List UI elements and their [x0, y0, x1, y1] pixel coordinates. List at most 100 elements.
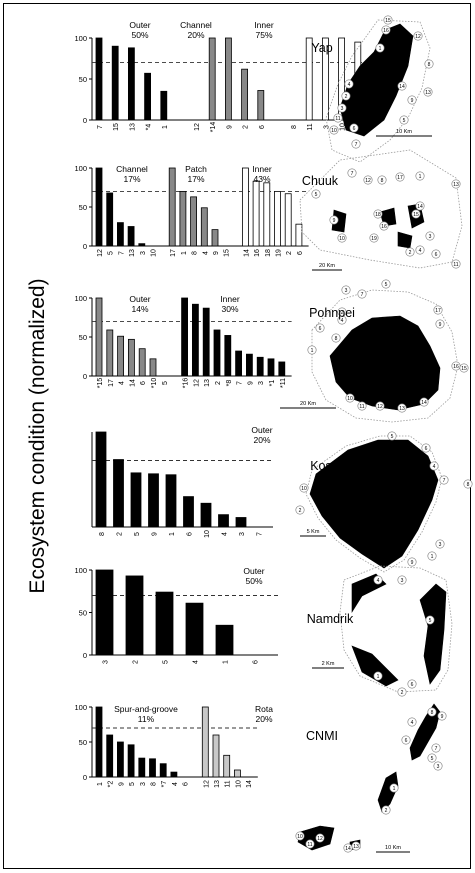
site-marker-14: 14 [397, 81, 407, 91]
site-marker-2: 2 [405, 247, 415, 257]
x-tick-label: *4 [146, 124, 153, 131]
site-marker-6: 6 [349, 123, 359, 133]
x-tick-label: 2 [243, 125, 250, 129]
site-marker-4: 4 [429, 461, 439, 471]
map-title: Kosrae [310, 459, 350, 473]
x-tick-label: 17 [170, 249, 177, 257]
x-tick-label: *8 [226, 380, 233, 387]
svg-text:8: 8 [335, 336, 338, 342]
reef-outline [311, 289, 459, 423]
site-marker-14: 14 [415, 201, 425, 211]
site-marker-3: 3 [337, 103, 347, 113]
site-marker-2: 2 [341, 91, 351, 101]
svg-text:3: 3 [345, 288, 348, 294]
svg-text:5: 5 [429, 618, 432, 624]
site-marker-5: 5 [427, 753, 437, 763]
bar-12 [201, 706, 209, 778]
svg-text:11: 11 [307, 842, 312, 848]
site-marker-1: 1 [307, 345, 317, 355]
group-label: 50% [245, 576, 262, 586]
bar-3 [321, 37, 329, 121]
x-tick-label: 12 [193, 379, 200, 387]
site-marker-7: 7 [351, 139, 361, 149]
svg-text:18: 18 [375, 212, 381, 218]
group-label: 14% [131, 304, 148, 314]
svg-text:10: 10 [347, 396, 353, 402]
island-landmass [309, 439, 439, 569]
bar-9 [148, 473, 159, 528]
y-tick-label: 0 [83, 372, 87, 381]
bar-1 [179, 190, 187, 247]
x-tick-label: 6 [259, 125, 266, 129]
bar-5 [155, 591, 174, 656]
x-tick-label: 1 [181, 251, 188, 255]
site-marker-5: 5 [381, 279, 391, 289]
site-marker-16: 16 [379, 221, 389, 231]
bar-6 [138, 348, 146, 377]
bar-4 [200, 207, 208, 247]
site-marker-18: 18 [373, 209, 383, 219]
svg-text:12: 12 [377, 404, 383, 410]
group-label: Outer [129, 294, 150, 304]
site-marker-13: 13 [351, 841, 361, 851]
x-tick-label: 5 [108, 251, 115, 255]
svg-text:17: 17 [397, 175, 403, 181]
scale-label: 20 Km [319, 263, 335, 269]
reef-outline [339, 565, 453, 693]
svg-text:13: 13 [453, 182, 459, 188]
bar-11 [223, 754, 231, 778]
bar-15 [95, 297, 103, 377]
site-marker-1: 1 [415, 171, 425, 181]
bar-2 [125, 575, 144, 656]
x-tick-label: 6 [140, 381, 147, 385]
site-marker-7: 7 [347, 168, 357, 178]
x-tick-label: 9 [118, 782, 125, 786]
svg-text:7: 7 [351, 171, 354, 177]
bar-4 [185, 602, 204, 656]
bar-13 [127, 226, 135, 247]
scale-label: 2 Km [322, 661, 335, 667]
bar-5 [106, 192, 114, 247]
site-marker-9: 9 [407, 95, 417, 105]
bar-15 [111, 45, 119, 121]
site-marker-11: 11 [357, 401, 367, 411]
svg-text:6: 6 [435, 252, 438, 258]
x-tick-label: 10 [235, 780, 242, 788]
bar-1 [165, 474, 177, 528]
x-tick-label: 3 [140, 782, 147, 786]
group-label: Outer [251, 425, 272, 435]
bar-12 [191, 303, 199, 377]
y-tick-label: 0 [83, 116, 87, 125]
group-label: Patch [185, 164, 207, 174]
site-marker-11: 11 [305, 839, 315, 849]
x-tick-label: 4 [119, 381, 126, 385]
x-tick-label: 2 [286, 251, 293, 255]
site-marker-10: 10 [337, 233, 347, 243]
island-landmass [331, 203, 425, 249]
scale-label: 5 Km [307, 529, 320, 535]
svg-text:5: 5 [315, 192, 318, 198]
site-marker-6: 6 [421, 443, 431, 453]
bar-6 [183, 496, 194, 528]
bar-4 [218, 514, 229, 528]
bar-8 [224, 335, 232, 377]
site-marker-10: 10 [295, 831, 305, 841]
x-tick-label: 4 [202, 251, 209, 255]
x-tick-label: 15 [224, 249, 231, 257]
x-tick-label: 13 [214, 780, 221, 788]
bar-3 [138, 243, 146, 247]
bar-2 [213, 329, 221, 377]
site-marker-2: 2 [295, 505, 305, 515]
site-marker-1: 1 [427, 551, 437, 561]
svg-text:10: 10 [301, 486, 307, 492]
group-label: Rota [255, 704, 273, 714]
x-tick-label: 14 [243, 249, 250, 257]
x-tick-label: 13 [204, 379, 211, 387]
group-label: Channel [116, 164, 148, 174]
svg-text:2: 2 [385, 808, 388, 814]
svg-text:14: 14 [345, 846, 351, 852]
x-tick-label: 7 [118, 251, 125, 255]
map-title: Namdrik [307, 612, 354, 626]
